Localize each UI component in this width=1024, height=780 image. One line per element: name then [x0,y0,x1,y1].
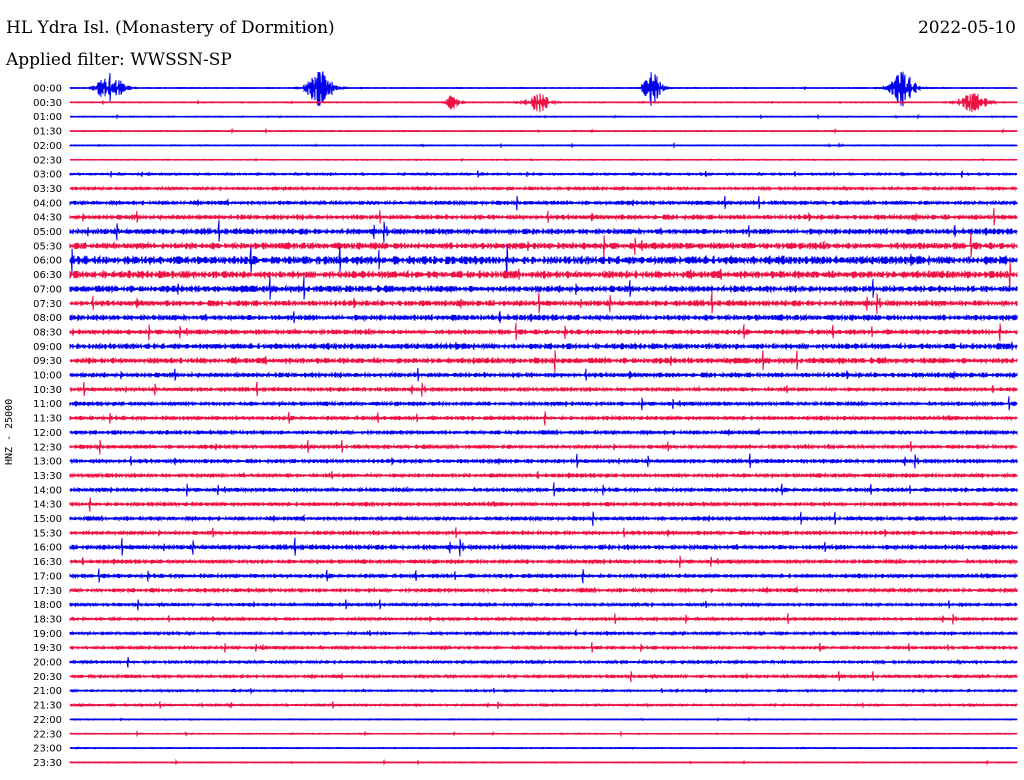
time-tick-label: 14:00 [33,485,62,496]
time-tick-label: 14:30 [33,500,62,511]
trace-row [69,260,1018,290]
time-tick-label: 06:00 [33,256,62,267]
time-tick-label: 04:00 [33,198,62,209]
time-tick-label: 16:00 [33,543,62,554]
time-tick-label: 21:00 [33,686,62,697]
time-tick-label: 18:30 [33,614,62,625]
time-tick-label: 15:30 [33,528,62,539]
time-tick-label: 22:30 [33,729,62,740]
time-tick-label: 17:00 [33,571,62,582]
time-tick-label: 07:30 [33,299,62,310]
time-tick-label: 08:30 [33,327,62,338]
time-tick-label: 00:00 [33,84,62,95]
time-tick-label: 17:30 [33,586,62,597]
time-tick-label: 09:30 [33,356,62,367]
time-tick-label: 10:00 [33,371,62,382]
time-tick-label: 07:00 [33,284,62,295]
station-title: HL Ydra Isl. (Monastery of Dormition) [6,18,335,38]
time-tick-label: 09:00 [33,342,62,353]
time-tick-label: 19:00 [33,629,62,640]
time-tick-label: 13:30 [33,471,62,482]
trace-row [69,350,1018,373]
time-tick-label: 00:30 [33,98,62,109]
time-tick-label: 01:30 [33,127,62,138]
time-tick-label: 23:30 [33,758,62,769]
time-tick-label: 08:00 [33,313,62,324]
time-tick-label: 12:00 [33,428,62,439]
time-tick-label: 12:30 [33,442,62,453]
time-tick-label: 22:00 [33,715,62,726]
trace-row [69,220,1018,243]
time-tick-label: 15:00 [33,514,62,525]
time-tick-label: 02:00 [33,141,62,152]
time-tick-label: 20:30 [33,672,62,683]
time-tick-label: 03:00 [33,170,62,181]
time-tick-label: 23:00 [33,744,62,755]
filter-label: Applied filter: WWSSN-SP [6,50,232,70]
time-tick-label: 04:30 [33,213,62,224]
time-tick-label: 18:00 [33,600,62,611]
time-tick-label: 10:30 [33,385,62,396]
time-tick-label: 16:30 [33,557,62,568]
record-date: 2022-05-10 [917,18,1016,38]
time-tick-label: 11:30 [33,414,62,425]
time-tick-label: 02:30 [33,155,62,166]
time-tick-label: 19:30 [33,643,62,654]
time-tick-label: 03:30 [33,184,62,195]
time-tick-label: 01:00 [33,112,62,123]
time-tick-label: 13:00 [33,457,62,468]
time-tick-label: 21:30 [33,701,62,712]
time-tick-label: 20:00 [33,658,62,669]
time-tick-label: 11:00 [33,399,62,410]
time-tick-label: 05:30 [33,241,62,252]
time-tick-label: 06:30 [33,270,62,281]
time-tick-label: 05:00 [33,227,62,238]
